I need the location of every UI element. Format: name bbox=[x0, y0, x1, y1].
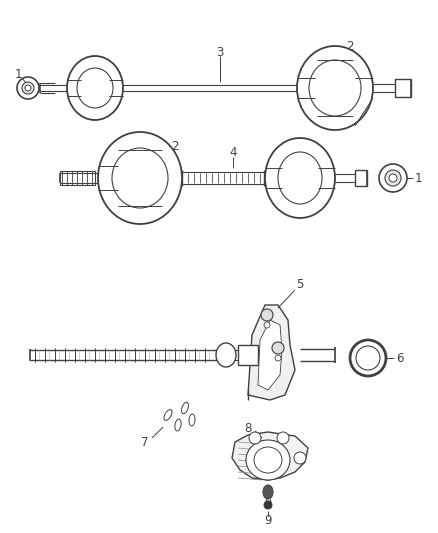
Ellipse shape bbox=[264, 501, 272, 509]
Text: 2: 2 bbox=[171, 141, 179, 154]
Ellipse shape bbox=[175, 419, 181, 431]
Ellipse shape bbox=[263, 485, 273, 499]
Ellipse shape bbox=[216, 343, 236, 367]
Ellipse shape bbox=[350, 340, 386, 376]
Text: 9: 9 bbox=[264, 513, 272, 527]
Ellipse shape bbox=[275, 355, 281, 361]
Text: 8: 8 bbox=[244, 422, 252, 434]
Text: 1: 1 bbox=[14, 68, 22, 80]
Ellipse shape bbox=[379, 164, 407, 192]
Text: 3: 3 bbox=[216, 45, 224, 59]
Polygon shape bbox=[258, 320, 282, 390]
Text: 1: 1 bbox=[415, 173, 423, 185]
Bar bbox=[60, 171, 95, 185]
Ellipse shape bbox=[181, 402, 188, 414]
Ellipse shape bbox=[297, 46, 373, 130]
Ellipse shape bbox=[385, 170, 401, 186]
Ellipse shape bbox=[254, 447, 282, 473]
Ellipse shape bbox=[22, 82, 34, 94]
Ellipse shape bbox=[356, 346, 380, 370]
Ellipse shape bbox=[246, 440, 290, 480]
Ellipse shape bbox=[17, 77, 39, 99]
Text: 5: 5 bbox=[297, 279, 304, 292]
Ellipse shape bbox=[164, 409, 172, 421]
Ellipse shape bbox=[249, 432, 261, 444]
Polygon shape bbox=[248, 305, 295, 400]
Ellipse shape bbox=[309, 60, 361, 116]
Polygon shape bbox=[232, 432, 308, 480]
Text: 7: 7 bbox=[141, 437, 149, 449]
Text: 4: 4 bbox=[229, 147, 237, 159]
Ellipse shape bbox=[25, 85, 31, 91]
Ellipse shape bbox=[389, 174, 397, 182]
Ellipse shape bbox=[278, 152, 322, 204]
Bar bbox=[355, 170, 367, 186]
Ellipse shape bbox=[189, 414, 195, 426]
Ellipse shape bbox=[265, 138, 335, 218]
Ellipse shape bbox=[98, 132, 182, 224]
Ellipse shape bbox=[261, 309, 273, 321]
Ellipse shape bbox=[77, 68, 113, 108]
Ellipse shape bbox=[112, 148, 168, 208]
Ellipse shape bbox=[277, 432, 289, 444]
Ellipse shape bbox=[272, 342, 284, 354]
Ellipse shape bbox=[264, 322, 270, 328]
Bar bbox=[238, 345, 258, 365]
Ellipse shape bbox=[294, 452, 306, 464]
Ellipse shape bbox=[67, 56, 123, 120]
Text: 2: 2 bbox=[346, 41, 354, 53]
Bar bbox=[395, 79, 411, 97]
Text: 6: 6 bbox=[396, 351, 403, 365]
